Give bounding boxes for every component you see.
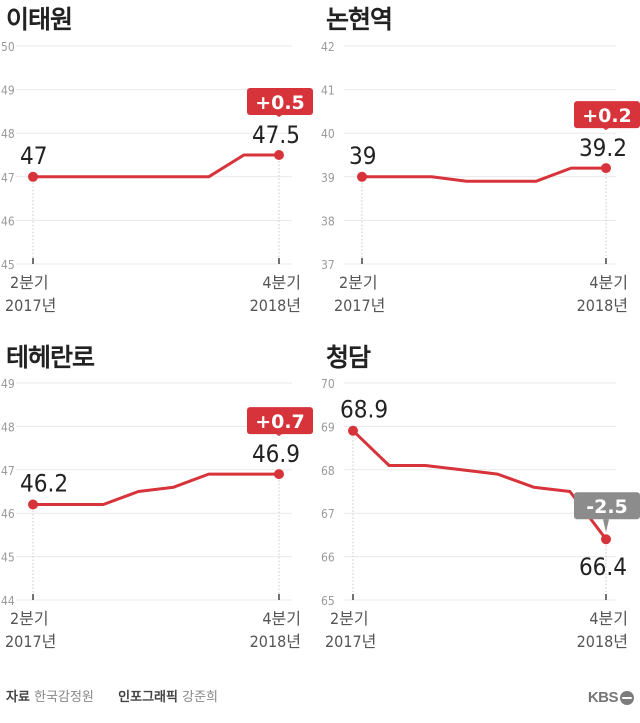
y-tick-label: 40 (321, 127, 335, 141)
x-tick-label: 2018년 (250, 632, 301, 651)
y-tick-label: 37 (321, 258, 335, 272)
x-tick-label: 4분기 (589, 273, 628, 292)
x-tick-label: 2018년 (577, 632, 628, 651)
change-value: +0.5 (255, 92, 305, 114)
data-point (357, 171, 367, 182)
x-tick-label: 2분기 (339, 273, 378, 292)
source-value: 한국감정원 (34, 690, 94, 705)
y-tick-label: 46 (1, 507, 15, 521)
badge-pointer (603, 519, 609, 533)
x-tick-label: 2017년 (334, 296, 385, 315)
end-value-label: 39.2 (579, 134, 627, 162)
end-value-label: 47.5 (252, 121, 300, 149)
start-value-label: 68.9 (340, 396, 388, 424)
badge-pointer (276, 115, 282, 117)
y-tick-label: 41 (321, 84, 335, 98)
y-tick-label: 67 (321, 507, 335, 521)
y-tick-label: 49 (1, 377, 15, 391)
data-line (33, 153, 279, 179)
start-value-label: 39 (349, 142, 376, 170)
x-tick-label: 2분기 (10, 609, 49, 628)
y-tick-label: 70 (321, 377, 335, 391)
data-point (28, 171, 38, 182)
graphic-value: 강준희 (182, 690, 218, 705)
line-chart: 45 46 47 48 49 50 47 +0.5 47.5 2분기 2017년 4분기 2018년 (1, 40, 313, 315)
graphic-label: 인포그래픽 (118, 690, 178, 705)
y-tick-label: 44 (1, 594, 15, 608)
chart-title: 이태원 (6, 5, 73, 34)
data-point (601, 534, 611, 545)
x-tick-label: 2분기 (10, 273, 49, 292)
data-point (274, 150, 284, 160)
y-tick-label: 38 (321, 214, 335, 228)
x-tick-label: 4분기 (262, 609, 301, 628)
y-tick-label: 50 (1, 40, 15, 54)
change-badge (574, 492, 640, 520)
start-value-label: 46.2 (20, 470, 68, 498)
change-badge (247, 407, 313, 435)
line-chart: 65 66 67 68 69 70 68.9 -2.5 66.4 2분기 2017년 4분기 2018년 (321, 377, 640, 651)
y-tick-label: 45 (1, 258, 15, 272)
chart-title: 논현역 (326, 5, 393, 34)
change-value: -2.5 (586, 496, 628, 518)
y-tick-label: 42 (321, 40, 335, 54)
panel-itaewon: 이태원 45 46 47 48 49 50 47 +0.5 47.5 2분기 2017년 4분기 201… (0, 0, 320, 330)
logo-text: KBS (587, 689, 619, 706)
x-tick-label: 4분기 (589, 609, 628, 628)
data-point (28, 499, 38, 510)
change-value: +0.7 (255, 411, 305, 433)
change-badge (247, 88, 313, 115)
chart-title: 테헤란로 (6, 343, 95, 372)
data-point (274, 469, 284, 480)
end-value-label: 66.4 (579, 553, 627, 581)
badge-pointer (276, 434, 282, 437)
credits: 자료 한국감정원 인포그래픽 강준희 (6, 686, 218, 705)
y-tick-label: 66 (321, 551, 335, 565)
end-value-label: 46.9 (252, 440, 300, 468)
source-label: 자료 (6, 690, 30, 705)
badge-pointer (603, 128, 609, 131)
logo-icon (620, 690, 634, 705)
chart-title: 청담 (326, 343, 371, 372)
x-tick-label: 2017년 (5, 296, 56, 315)
data-line (362, 166, 606, 183)
panel-cheongdam: 청담 65 66 67 68 69 70 68.9 -2.5 66.4 2분기 2017년 4분기 20… (320, 330, 640, 660)
x-tick-label: 2분기 (330, 609, 369, 628)
x-tick-label: 2018년 (250, 296, 301, 315)
y-tick-label: 48 (1, 127, 15, 141)
y-tick-label: 46 (1, 214, 15, 228)
y-tick-label: 69 (321, 420, 335, 434)
change-badge (574, 101, 640, 129)
panel-teheran: 테헤란로 44 45 46 47 48 49 46.2 +0.7 46.9 2분기 2017년 4분기… (0, 330, 320, 660)
data-line (351, 429, 608, 541)
y-tick-label: 68 (321, 464, 335, 478)
data-point (348, 425, 358, 436)
kbs-logo: KBS (588, 689, 634, 706)
y-tick-label: 48 (1, 420, 15, 434)
x-tick-label: 4분기 (262, 273, 301, 292)
change-value: +0.2 (582, 105, 632, 127)
data-point (601, 163, 611, 174)
x-tick-label: 2017년 (5, 632, 56, 651)
start-value-label: 47 (20, 142, 47, 170)
line-chart: 37 38 39 40 41 42 39 +0.2 39.2 2분기 2017년 4분기 2018년 (321, 40, 640, 315)
y-tick-label: 39 (321, 171, 335, 185)
y-tick-label: 47 (1, 464, 15, 478)
y-tick-label: 65 (321, 594, 335, 608)
data-line (33, 472, 279, 506)
panel-nonhyeon: 논현역 37 38 39 40 41 42 39 +0.2 39.2 2분기 2017년 4분기 201… (320, 0, 640, 330)
y-tick-label: 45 (1, 551, 15, 565)
y-tick-label: 49 (1, 84, 15, 98)
line-chart: 44 45 46 47 48 49 46.2 +0.7 46.9 2분기 2017년 4분기 2018년 (1, 377, 313, 651)
x-tick-label: 2018년 (577, 296, 628, 315)
y-tick-label: 47 (1, 171, 15, 185)
x-tick-label: 2017년 (325, 632, 376, 651)
